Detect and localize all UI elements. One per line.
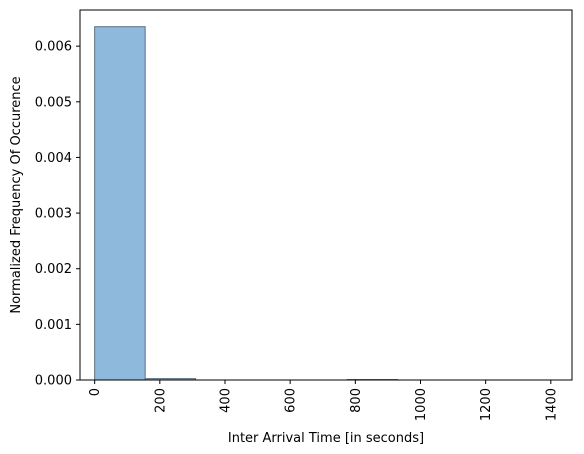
y-tick-label: 0.003 — [35, 207, 72, 222]
x-tick-label: 0 — [88, 388, 103, 396]
histogram-bars — [94, 26, 399, 381]
y-tick-label: 0.001 — [35, 318, 72, 333]
y-tick-label: 0.004 — [35, 151, 72, 166]
y-axis: 0.000 0.001 0.002 0.003 0.004 0.005 0.006 — [35, 40, 80, 389]
y-tick-label: 0.005 — [35, 95, 72, 110]
x-tick-label: 800 — [349, 388, 364, 413]
x-tick-label: 400 — [218, 388, 233, 413]
x-tick-label: 1400 — [544, 388, 559, 421]
y-axis-label: Normalized Frequency Of Occurence — [9, 76, 24, 313]
y-tick-label: 0.006 — [35, 40, 72, 55]
x-tick-label: 1000 — [414, 388, 429, 421]
histogram-bar-0 — [94, 26, 146, 381]
plot-frame — [79, 9, 573, 381]
y-tick-label: 0.002 — [35, 262, 72, 277]
x-tick-label: 600 — [284, 388, 299, 413]
x-axis-label: Inter Arrival Time [in seconds] — [228, 431, 424, 446]
y-tick-label: 0.000 — [35, 374, 72, 389]
x-tick-label: 1200 — [479, 388, 494, 421]
x-tick-label: 200 — [153, 388, 168, 413]
x-axis: 0 200 400 600 800 1000 1200 1400 — [88, 380, 559, 421]
